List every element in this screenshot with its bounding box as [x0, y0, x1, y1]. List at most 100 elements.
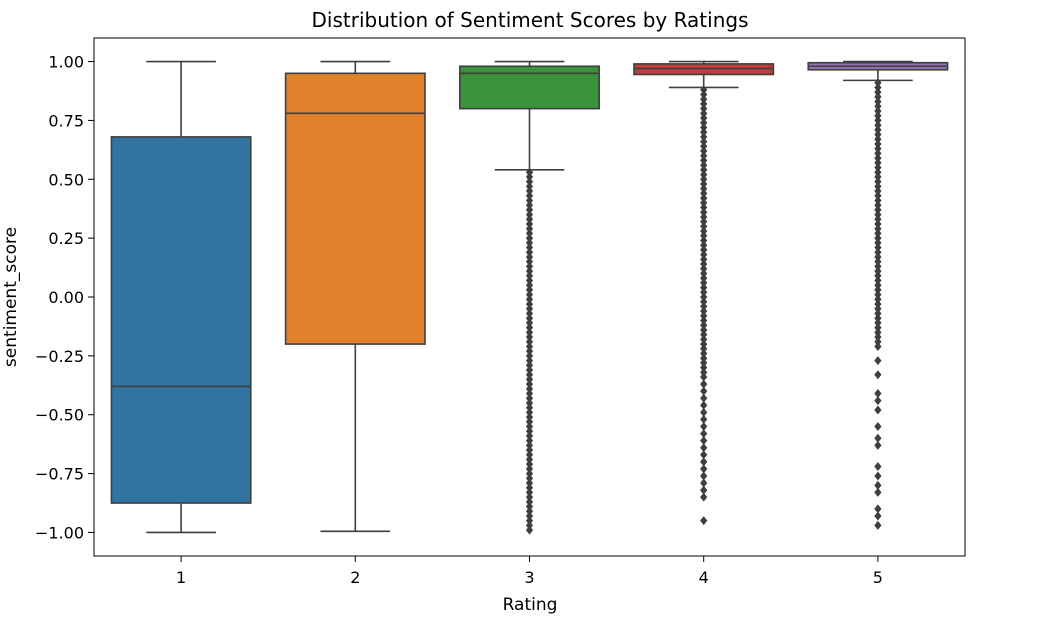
outlier-point	[525, 464, 534, 474]
outlier-point	[700, 226, 708, 236]
outlier-point	[874, 181, 882, 191]
outlier-point	[700, 306, 708, 316]
y-tick-label: −0.50	[35, 406, 84, 425]
outlier-point	[525, 243, 534, 253]
y-tick-label: 0.25	[48, 229, 84, 248]
outlier-point	[700, 297, 708, 307]
outlier-point	[525, 478, 534, 488]
outlier-point	[700, 118, 708, 128]
outlier-point	[525, 280, 534, 290]
outlier-point	[525, 454, 534, 464]
box-group-2	[284, 60, 426, 533]
outlier-point	[700, 320, 708, 330]
outlier-point	[525, 417, 534, 427]
outlier-point	[874, 356, 882, 366]
outlier-point	[525, 224, 534, 234]
outlier-point	[525, 205, 534, 215]
outlier-point	[525, 172, 534, 182]
outlier-point	[874, 139, 882, 149]
outlier-point	[874, 101, 882, 111]
outlier-point	[525, 252, 534, 262]
outlier-point	[525, 304, 534, 314]
outlier-point	[874, 186, 882, 196]
outlier-point	[700, 301, 708, 311]
outlier-point	[874, 243, 882, 253]
outlier-point	[525, 177, 534, 187]
outlier-point	[874, 111, 882, 121]
outlier-point	[874, 210, 882, 220]
outlier-point	[700, 358, 708, 368]
outlier-point	[874, 97, 882, 107]
outlier-point	[874, 389, 882, 399]
outlier-point	[525, 506, 534, 516]
outlier-point	[700, 165, 708, 175]
outlier-point	[874, 224, 882, 234]
outlier-point	[700, 108, 708, 118]
outlier-point	[525, 450, 534, 460]
outlier-point	[874, 313, 882, 323]
outlier-point	[874, 252, 882, 262]
outlier-point	[700, 400, 708, 410]
outlier-point	[700, 478, 708, 488]
y-tick-label: 0.50	[48, 170, 84, 189]
outlier-point	[525, 210, 534, 220]
outlier-point	[874, 92, 882, 102]
outlier-point	[525, 436, 534, 446]
outlier-point	[525, 327, 534, 337]
outlier-point	[874, 257, 882, 267]
outlier-point	[525, 370, 534, 380]
outlier-point	[700, 174, 708, 184]
outlier-point	[525, 228, 534, 238]
outlier-point	[874, 191, 882, 201]
outlier-point	[700, 316, 708, 326]
outlier-point	[874, 247, 882, 257]
outlier-point	[700, 379, 708, 389]
outlier-point	[525, 318, 534, 328]
outlier-point	[874, 299, 882, 309]
outlier-point	[700, 235, 708, 245]
outlier-point	[525, 337, 534, 347]
outlier-point	[525, 389, 534, 399]
outlier-point	[525, 492, 534, 502]
outlier-point	[874, 148, 882, 158]
outlier-point	[700, 160, 708, 170]
outlier-point	[525, 191, 534, 201]
outlier-point	[525, 422, 534, 431]
x-tick-label: 2	[350, 568, 360, 587]
outlier-point	[874, 125, 882, 135]
outlier-point	[874, 504, 882, 514]
outlier-point	[700, 273, 708, 283]
outlier-point	[700, 414, 708, 424]
outlier-point	[700, 485, 708, 495]
y-tick-label: −0.75	[35, 465, 84, 484]
outlier-point	[700, 122, 708, 132]
outlier-point	[700, 94, 708, 104]
outlier-point	[874, 462, 882, 472]
outlier-point	[700, 264, 708, 274]
outlier-point	[700, 184, 708, 194]
outlier-point	[874, 130, 882, 140]
outlier-point	[874, 440, 882, 450]
outlier-point	[525, 426, 534, 436]
outlier-point	[700, 344, 708, 354]
y-tick-label: 1.00	[48, 53, 84, 72]
outlier-point	[874, 214, 882, 224]
outlier-point	[525, 195, 534, 205]
x-tick-label: 5	[873, 568, 883, 587]
outlier-point	[525, 525, 534, 535]
outlier-point	[525, 431, 534, 441]
outlier-point	[700, 221, 708, 231]
outlier-point	[525, 520, 534, 530]
outlier-point	[525, 332, 534, 342]
outlier-point	[874, 471, 882, 481]
outlier-point	[874, 337, 882, 347]
outlier-point	[700, 137, 708, 147]
outlier-point	[525, 459, 534, 469]
outlier-point	[700, 349, 708, 359]
outlier-point	[525, 271, 534, 281]
outlier-point	[525, 308, 534, 318]
outlier-point	[874, 266, 882, 276]
outlier-point	[525, 219, 534, 229]
outlier-point	[700, 170, 708, 180]
